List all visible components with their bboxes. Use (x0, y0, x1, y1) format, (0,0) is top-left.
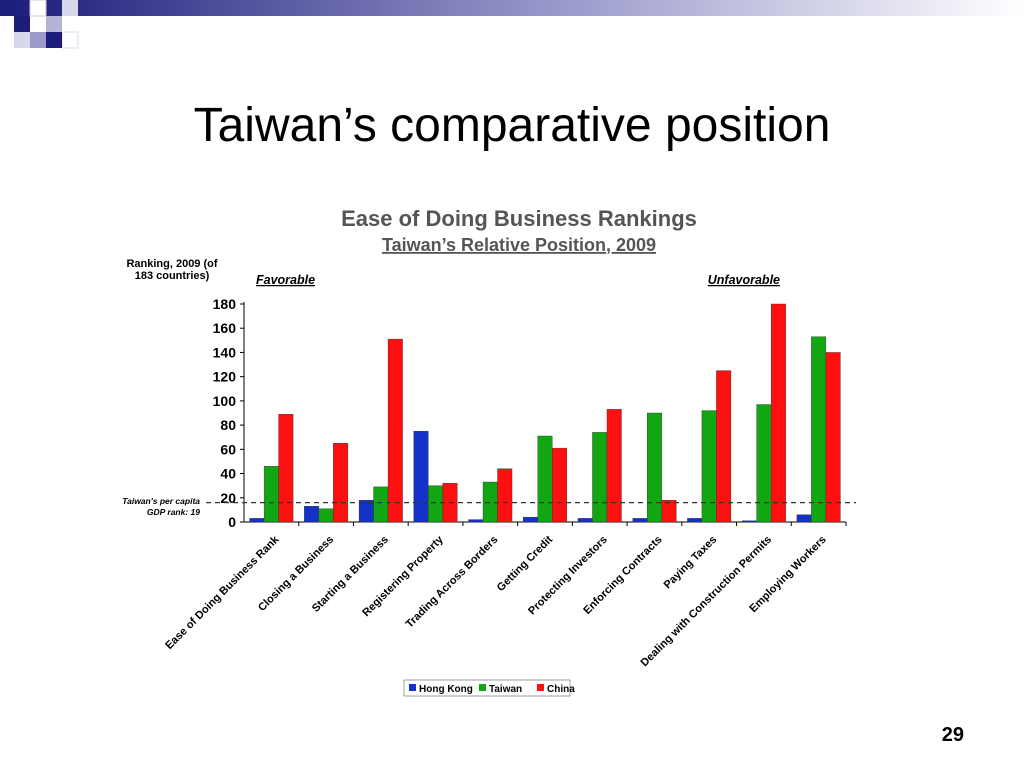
bar-hong-kong (304, 506, 320, 523)
legend-label: China (547, 684, 575, 695)
bar-taiwan (318, 508, 334, 523)
y-tick-label: 100 (213, 393, 237, 409)
bar-china (333, 443, 349, 523)
bar-taiwan (263, 466, 279, 523)
deco-square (62, 0, 78, 16)
plot-area: 0 20 40 60 80 100 120 140 160 180 Ease of Doing Bu… (163, 296, 856, 669)
bar-china (552, 447, 567, 523)
legend-swatch (479, 684, 486, 691)
annotation-favorable: Favorable (256, 273, 315, 287)
y-tick-label: 160 (213, 320, 237, 336)
bar-taiwan (647, 412, 662, 523)
reference-line-label: Taiwan's per capita GDP rank: 19 (122, 496, 200, 517)
bar-china (825, 352, 841, 523)
y-axis-label: Ranking, 2009 (of 183 countries) (126, 258, 217, 282)
y-tick-label: 180 (213, 296, 237, 312)
slide-title: Taiwan’s comparative position (193, 99, 831, 152)
bar-china (387, 338, 403, 523)
legend-box (403, 679, 571, 697)
deco-square (14, 16, 30, 32)
y-tick-label: 60 (220, 441, 236, 457)
deco-square (14, 32, 30, 48)
bar-hong-kong (687, 518, 703, 523)
bar-taiwan (592, 432, 608, 523)
y-tick-label: 40 (220, 466, 236, 482)
bar-taiwan (537, 435, 553, 523)
bar-china (770, 303, 786, 523)
bar-china (661, 500, 677, 523)
deco-square (46, 32, 62, 48)
x-category-label: Trading Across Borders (404, 534, 501, 631)
bar-taiwan (701, 410, 717, 523)
header-gradient-band (0, 0, 1024, 16)
bar-china (716, 370, 732, 523)
bar-taiwan (482, 481, 498, 523)
y-tick-label: 140 (213, 344, 237, 360)
y-tick-label: 80 (220, 417, 236, 433)
bar-hong-kong (413, 430, 429, 523)
bar-taiwan (811, 336, 827, 523)
legend-label: Taiwan (489, 684, 522, 695)
bar-china (278, 414, 294, 523)
bar-china (606, 409, 622, 523)
bar-hong-kong (523, 516, 538, 523)
bar-hong-kong (249, 518, 265, 523)
annotation-unfavorable: Unfavorable (708, 273, 780, 287)
page-number: 29 (941, 724, 964, 746)
x-category-label: Getting Credit (495, 533, 556, 594)
x-category-label: Paying Taxes (662, 534, 720, 592)
legend-swatch (409, 684, 416, 691)
bar-taiwan (428, 485, 443, 523)
bar-taiwan (373, 486, 389, 523)
x-category-label: Ease of Doing Business Rank (163, 533, 282, 652)
y-tick-label: 0 (228, 514, 236, 530)
y-tick-label: 120 (213, 369, 237, 385)
corner-decoration (0, 0, 1024, 49)
deco-square (29, 0, 47, 17)
bar-hong-kong (468, 519, 484, 523)
chart-title: Ease of Doing Business Rankings (341, 206, 697, 231)
bar-hong-kong (358, 500, 374, 523)
legend-label: Hong Kong (419, 684, 473, 695)
legend: Hong Kong Taiwan China (403, 679, 575, 697)
bar-hong-kong (577, 518, 593, 523)
deco-square (30, 32, 46, 48)
bar-taiwan (756, 404, 772, 523)
y-tick-label: 20 (220, 490, 236, 506)
bar-hong-kong (741, 520, 757, 523)
chart-subtitle: Taiwan’s Relative Position, 2009 (382, 235, 656, 255)
bar-hong-kong (632, 518, 648, 523)
deco-square (46, 16, 62, 32)
bar-hong-kong (796, 514, 812, 523)
bar-china (497, 468, 513, 523)
legend-swatch (537, 684, 544, 691)
